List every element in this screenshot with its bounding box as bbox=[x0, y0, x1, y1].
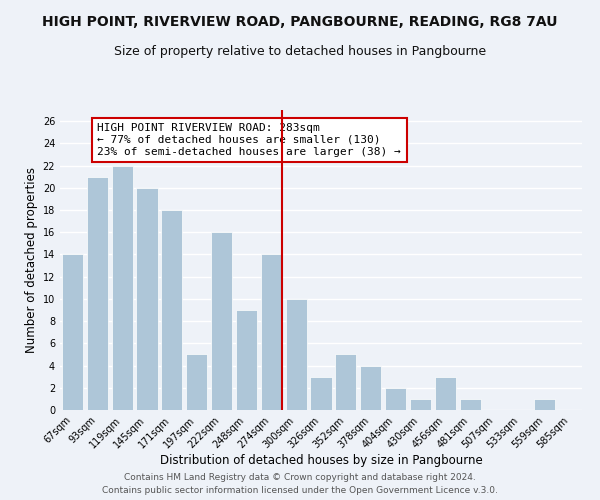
Bar bbox=[112, 166, 133, 410]
Bar bbox=[261, 254, 282, 410]
Bar bbox=[360, 366, 381, 410]
Bar bbox=[211, 232, 232, 410]
Bar bbox=[435, 376, 456, 410]
Text: HIGH POINT RIVERVIEW ROAD: 283sqm
← 77% of detached houses are smaller (130)
23%: HIGH POINT RIVERVIEW ROAD: 283sqm ← 77% … bbox=[97, 124, 401, 156]
Y-axis label: Number of detached properties: Number of detached properties bbox=[25, 167, 38, 353]
Bar bbox=[410, 399, 431, 410]
Text: Contains public sector information licensed under the Open Government Licence v.: Contains public sector information licen… bbox=[102, 486, 498, 495]
Bar bbox=[136, 188, 158, 410]
Bar bbox=[161, 210, 182, 410]
Text: Contains HM Land Registry data © Crown copyright and database right 2024.: Contains HM Land Registry data © Crown c… bbox=[124, 472, 476, 482]
Bar bbox=[87, 176, 108, 410]
X-axis label: Distribution of detached houses by size in Pangbourne: Distribution of detached houses by size … bbox=[160, 454, 482, 467]
Bar bbox=[62, 254, 83, 410]
Bar bbox=[186, 354, 207, 410]
Text: HIGH POINT, RIVERVIEW ROAD, PANGBOURNE, READING, RG8 7AU: HIGH POINT, RIVERVIEW ROAD, PANGBOURNE, … bbox=[42, 15, 558, 29]
Text: Size of property relative to detached houses in Pangbourne: Size of property relative to detached ho… bbox=[114, 45, 486, 58]
Bar bbox=[236, 310, 257, 410]
Bar bbox=[286, 299, 307, 410]
Bar bbox=[460, 399, 481, 410]
Bar bbox=[310, 376, 332, 410]
Bar bbox=[385, 388, 406, 410]
Bar bbox=[534, 399, 555, 410]
Bar bbox=[335, 354, 356, 410]
